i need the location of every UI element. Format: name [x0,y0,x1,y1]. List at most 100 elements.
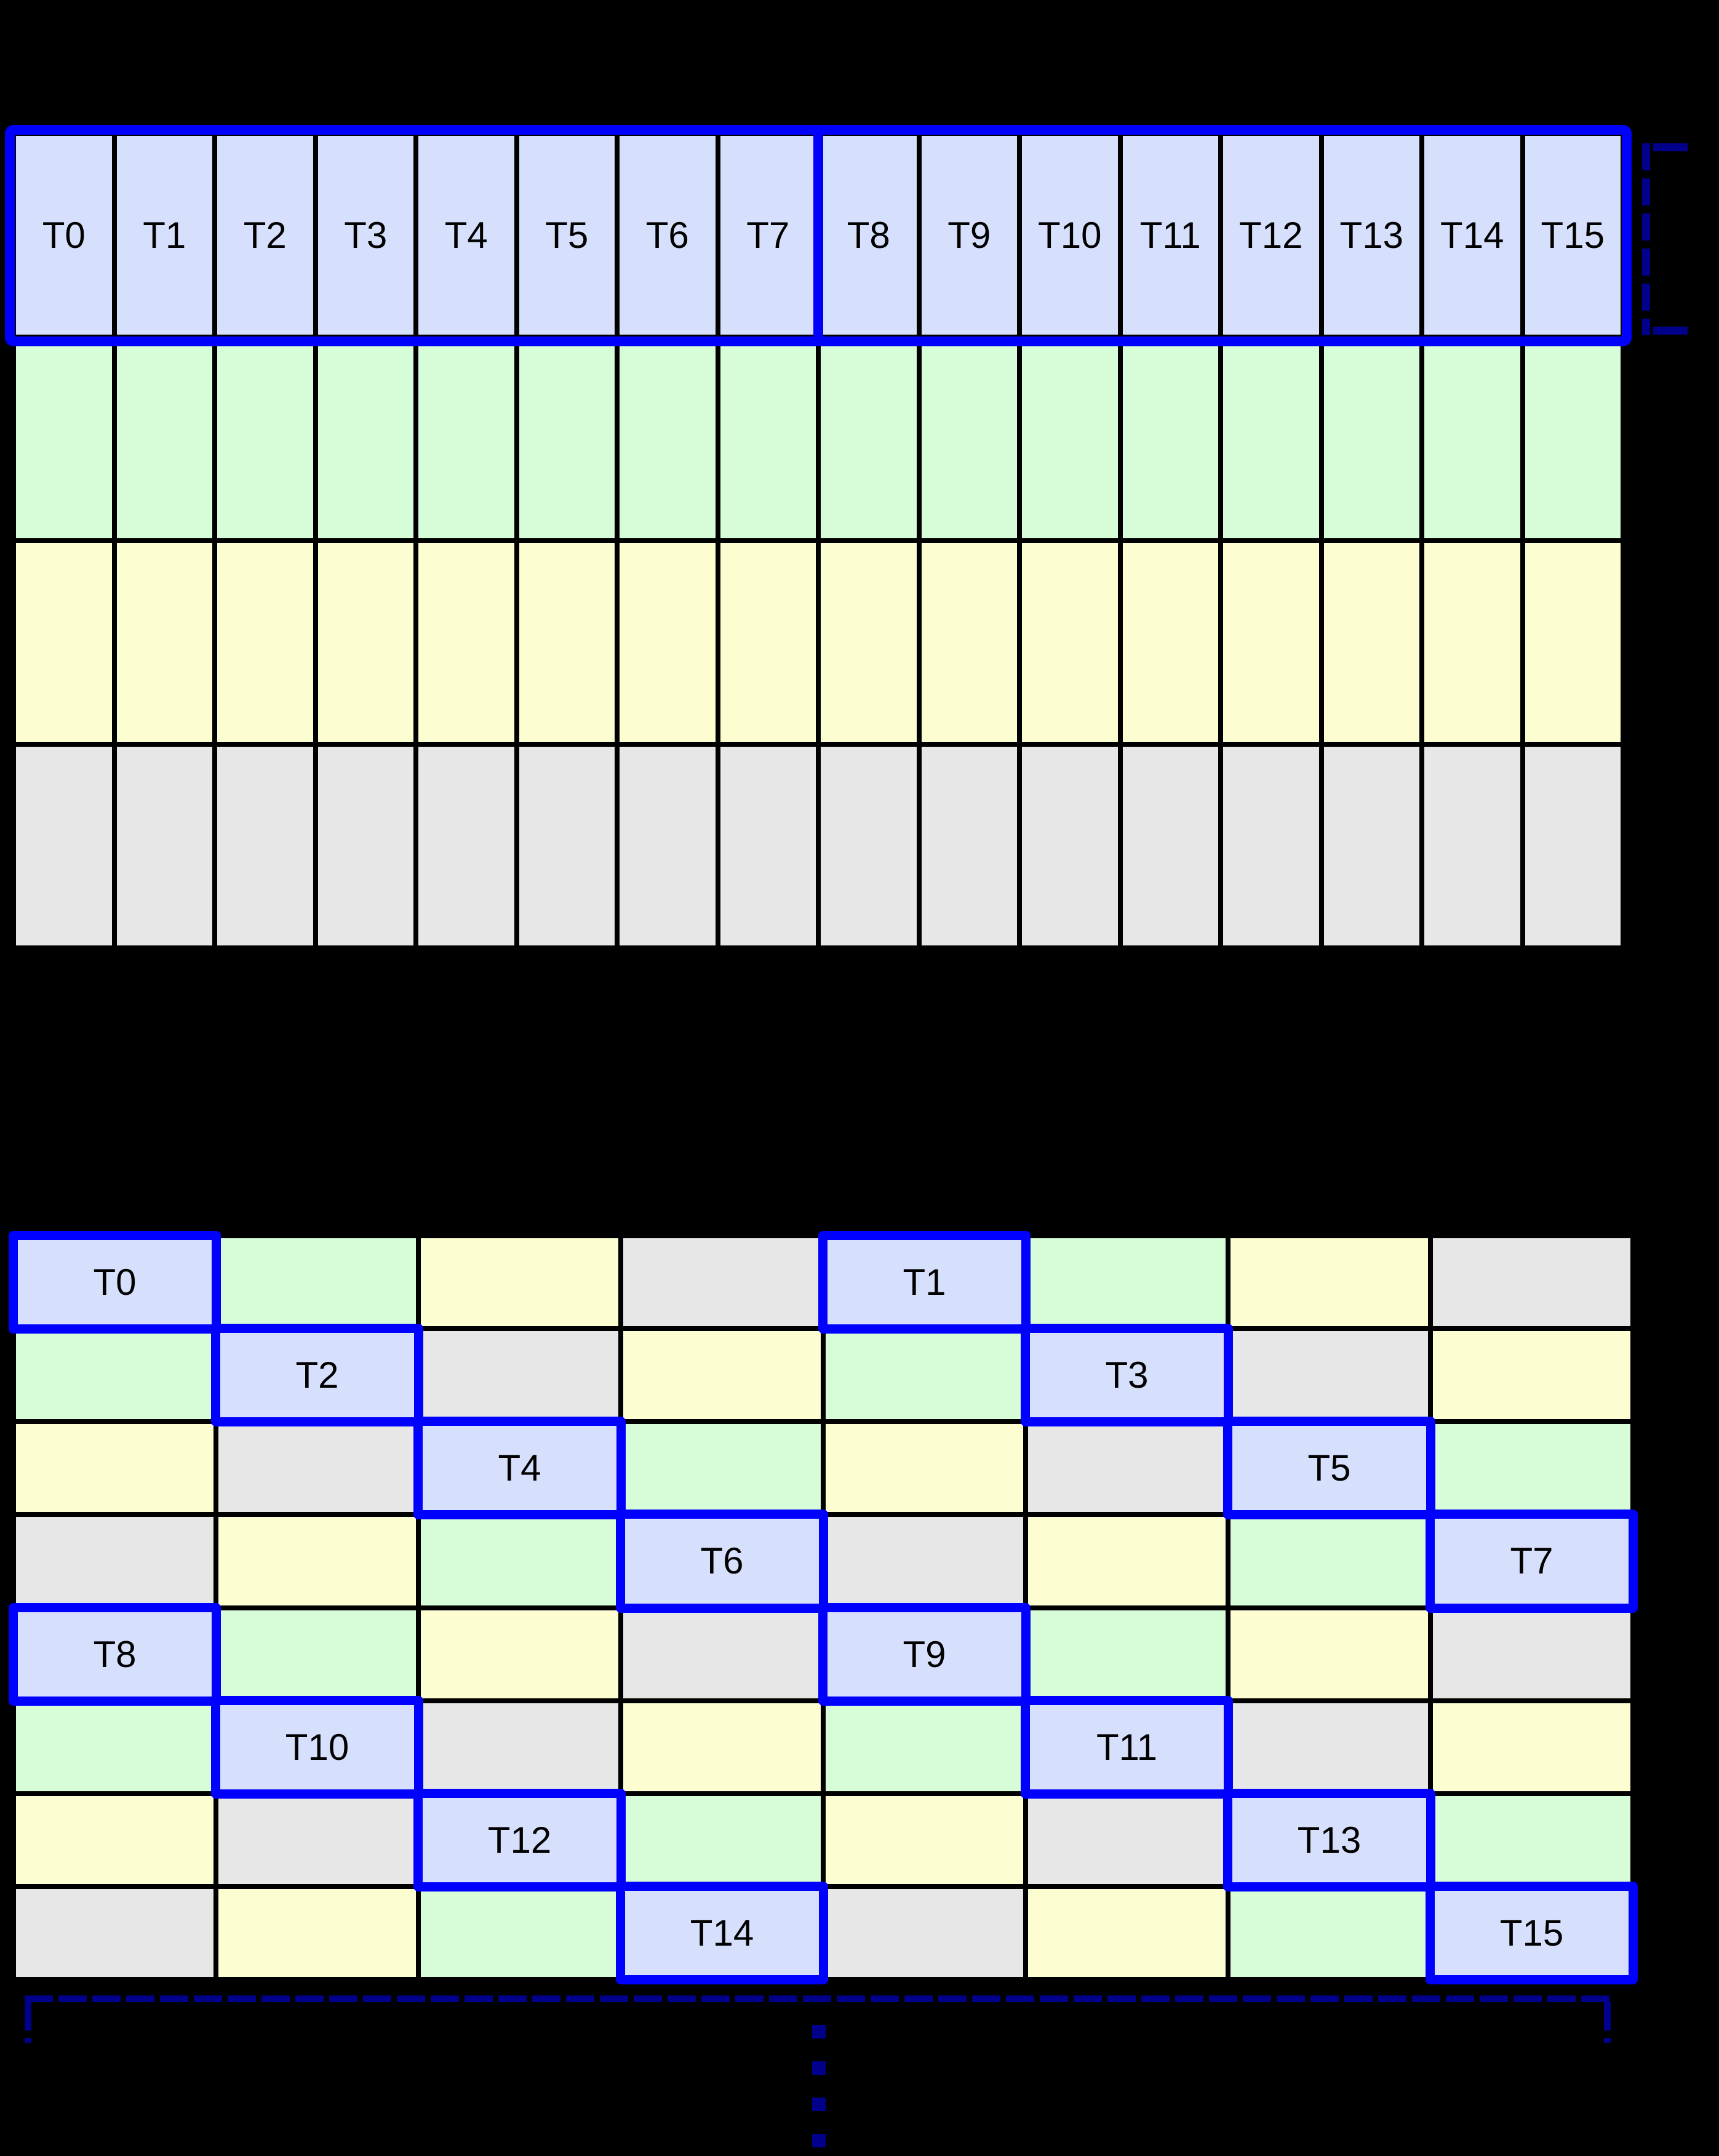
thread-label: T8 [93,1633,137,1675]
top-grid-cell [620,543,716,742]
bottom-grid-cell [1028,1517,1226,1605]
top-grid-cell [116,543,212,742]
bottom-grid-cell [826,1331,1023,1420]
thread-label: T2 [295,1354,339,1396]
top-grid-cell: T11 [1122,136,1218,335]
top-grid-cell [720,543,816,742]
bottom-grid-cell: T10 [211,1695,423,1799]
bottom-grid-cell: T14 [616,1881,828,1984]
bottom-grid-cell: T15 [1426,1881,1638,1984]
top-grid-cell [16,543,112,742]
row-bracket-vertical-dash [1642,143,1650,335]
thread-label: T9 [903,1633,946,1675]
top-grid-cell [1122,340,1218,538]
top-grid-cell [620,340,716,538]
top-grid-cell: T3 [317,136,413,335]
thread-label: T15 [1499,1912,1564,1954]
top-grid-cell: T8 [821,136,917,335]
bottom-grid-cell [218,1238,416,1327]
top-grid-cell: T9 [921,136,1017,335]
thread-label: T6 [700,1540,744,1582]
bottom-grid-cell [421,1331,618,1420]
thread-label: T12 [1239,215,1303,256]
bottom-grid-cell [218,1796,416,1884]
bottom-bracket-right-cap [1604,2002,1611,2043]
thread-label: T8 [847,215,890,256]
bottom-grid-cell [826,1703,1023,1791]
bottom-grid-cell [16,1331,213,1420]
bottom-grid-cell [1433,1610,1630,1698]
bottom-grid-cell: T6 [616,1510,828,1613]
thread-label: T14 [690,1912,754,1954]
bottom-grid-cell [16,1517,213,1605]
bottom-grid-cell [826,1796,1023,1884]
bottom-grid-cell [218,1517,416,1605]
top-grid-cell [1223,747,1319,945]
top-grid-cell [921,747,1017,945]
bottom-grid-cell: T7 [1426,1510,1638,1613]
bottom-grid-cell: T13 [1223,1788,1435,1891]
top-grid: T0 T1 T2 T3 T4 T5 T6 T7 T8 T9 T10 T11 T12 T13 T14 T15 [11,131,1625,950]
top-grid-cell [620,747,716,945]
bottom-grid: T0 T1 T2 T3 T4 T5 T6 T7 T8 T9 T10 T11 T12 T13 T14 T15 [9,1231,1638,1984]
top-grid-cell [1424,340,1520,538]
top-grid-cell [418,340,514,538]
thread-label: T7 [1510,1540,1553,1582]
thread-label: T14 [1440,215,1504,256]
bottom-grid-cell [623,1796,821,1884]
top-grid-cell: T1 [116,136,212,335]
bottom-grid-cell: T9 [818,1602,1031,1706]
top-grid-cell [1323,543,1419,742]
top-grid-cell: T13 [1323,136,1419,335]
thread-label: T5 [545,215,589,256]
bottom-grid-cell [1230,1610,1428,1698]
thread-label: T0 [93,1262,137,1303]
top-grid-cell [519,340,615,538]
bottom-grid-cell [16,1424,213,1513]
bottom-grid-cell: T3 [1021,1324,1233,1427]
bottom-grid-cell [218,1888,416,1977]
top-grid-cell [217,543,313,742]
thread-label: T12 [487,1819,552,1861]
bottom-grid-cell [16,1888,213,1977]
top-grid-cell [418,747,514,945]
thread-label: T13 [1297,1819,1362,1861]
thread-label: T7 [746,215,790,256]
top-grid-cell [1424,747,1520,945]
bottom-grid-cell [1230,1703,1428,1791]
bottom-grid-cell [623,1238,821,1327]
top-grid-cell [1022,747,1118,945]
bottom-grid-cell [623,1703,821,1791]
thread-label: T11 [1096,1726,1157,1768]
bottom-grid-cell [421,1610,618,1698]
top-grid-cell [519,747,615,945]
top-grid-cell [1122,543,1218,742]
thread-label: T4 [498,1447,541,1489]
bottom-grid-cell [1028,1238,1226,1327]
top-grid-cell [1122,747,1218,945]
bottom-grid-cell [1230,1888,1428,1977]
bottom-grid-cell [1433,1331,1630,1420]
continuation-ellipsis-dots [812,2025,826,2156]
top-grid-cell [418,543,514,742]
bottom-bracket-dashed-line [25,1995,1611,2002]
top-grid-cell [1323,747,1419,945]
thread-label: T2 [243,215,287,256]
thread-label: T4 [444,215,488,256]
thread-label: T13 [1339,215,1403,256]
bottom-grid-cell [623,1331,821,1420]
bottom-grid-cell: T0 [9,1231,221,1334]
top-grid-cell: T7 [720,136,816,335]
row-bracket-top-arm [1653,143,1688,151]
top-grid-cell [720,747,816,945]
bottom-grid-cell [421,1888,618,1977]
bottom-grid-cell: T5 [1223,1417,1435,1520]
top-grid-cell: T2 [217,136,313,335]
bottom-grid-cell [1230,1331,1428,1420]
top-grid-cell [116,747,212,945]
top-grid-cell [317,747,413,945]
bottom-bracket-left-cap [25,2002,31,2043]
top-grid-cell [821,543,917,742]
top-grid-cell [1525,747,1621,945]
